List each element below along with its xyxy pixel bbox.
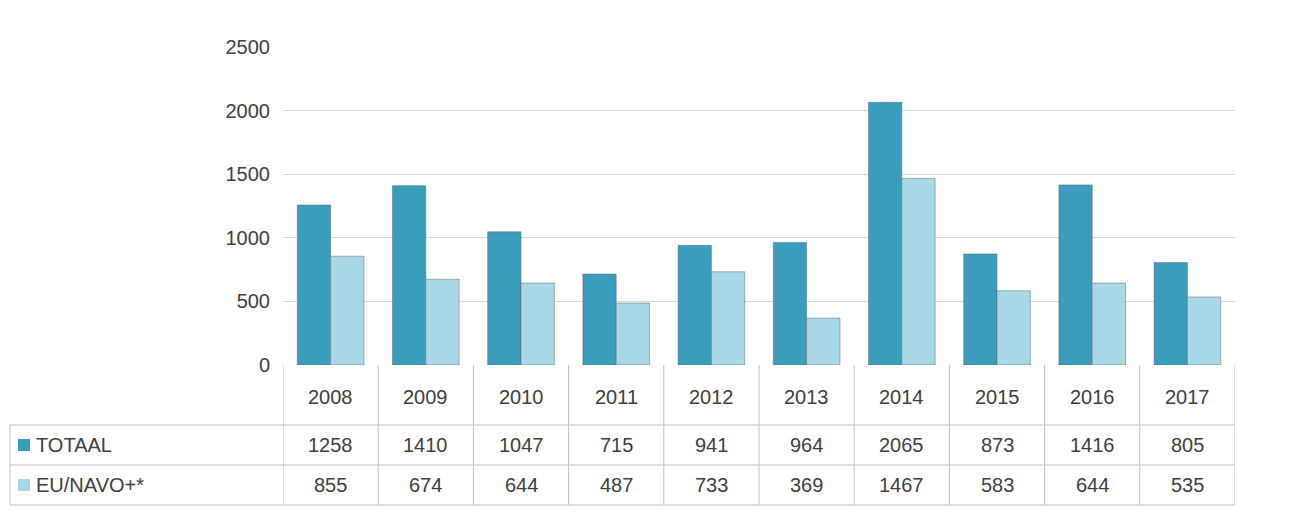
svg-text:487: 487 bbox=[600, 474, 633, 496]
svg-text:2016: 2016 bbox=[1070, 386, 1115, 408]
svg-text:805: 805 bbox=[1171, 434, 1204, 456]
svg-text:2015: 2015 bbox=[975, 386, 1020, 408]
svg-text:2008: 2008 bbox=[308, 386, 353, 408]
svg-text:1410: 1410 bbox=[403, 434, 448, 456]
svg-text:EU/NAVO+*: EU/NAVO+* bbox=[36, 474, 144, 496]
svg-text:674: 674 bbox=[409, 474, 442, 496]
svg-text:1047: 1047 bbox=[499, 434, 544, 456]
svg-text:2013: 2013 bbox=[784, 386, 829, 408]
svg-text:535: 535 bbox=[1171, 474, 1204, 496]
svg-text:2010: 2010 bbox=[499, 386, 544, 408]
svg-text:2065: 2065 bbox=[879, 434, 924, 456]
svg-text:2009: 2009 bbox=[403, 386, 448, 408]
svg-text:1500: 1500 bbox=[226, 163, 271, 185]
svg-text:2500: 2500 bbox=[226, 36, 271, 58]
svg-text:1467: 1467 bbox=[879, 474, 924, 496]
svg-text:964: 964 bbox=[790, 434, 823, 456]
svg-text:644: 644 bbox=[1076, 474, 1109, 496]
svg-text:873: 873 bbox=[981, 434, 1014, 456]
svg-text:1000: 1000 bbox=[226, 227, 271, 249]
svg-text:1258: 1258 bbox=[308, 434, 353, 456]
svg-text:2000: 2000 bbox=[226, 100, 271, 122]
svg-text:644: 644 bbox=[505, 474, 538, 496]
svg-text:2014: 2014 bbox=[879, 386, 924, 408]
svg-text:2011: 2011 bbox=[595, 386, 638, 408]
svg-text:TOTAAL: TOTAAL bbox=[36, 434, 112, 456]
svg-text:855: 855 bbox=[314, 474, 347, 496]
svg-text:583: 583 bbox=[981, 474, 1014, 496]
svg-text:941: 941 bbox=[695, 434, 728, 456]
svg-text:1416: 1416 bbox=[1070, 434, 1115, 456]
svg-text:733: 733 bbox=[695, 474, 728, 496]
svg-text:369: 369 bbox=[790, 474, 823, 496]
svg-text:2017: 2017 bbox=[1165, 386, 1210, 408]
svg-text:715: 715 bbox=[600, 434, 633, 456]
svg-text:0: 0 bbox=[259, 354, 270, 376]
svg-text:2012: 2012 bbox=[689, 386, 734, 408]
svg-text:500: 500 bbox=[237, 290, 270, 312]
